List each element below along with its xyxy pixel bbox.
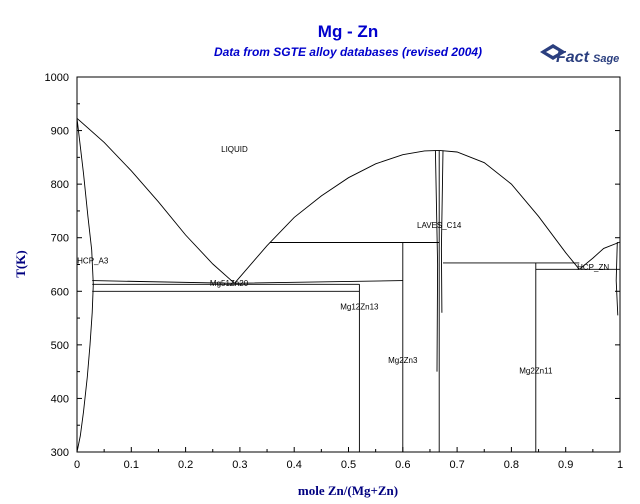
x-tick-label: 0.6 [395, 459, 410, 471]
plot-frame [76, 76, 621, 453]
y-tick-label: 300 [51, 447, 69, 459]
x-tick-label: 0.2 [178, 459, 193, 471]
y-tick-label: 400 [51, 393, 69, 405]
phase-boundaries [76, 117, 621, 453]
phase-label: HCP_A3 [77, 256, 109, 265]
phase-boundary-line [76, 118, 94, 285]
logo-subtext: Sage [593, 53, 619, 65]
phase-boundary-line [76, 117, 235, 284]
x-tick-label: 0.3 [232, 459, 247, 471]
phase-boundary-line [234, 149, 440, 284]
x-tick-label: 1 [617, 459, 623, 471]
phase-boundary-line [439, 149, 580, 270]
y-tick-label: 500 [51, 340, 69, 352]
x-tick-label: 0.5 [341, 459, 356, 471]
phase-boundary-line [440, 150, 444, 313]
phase-boundary-line [76, 284, 94, 453]
x-tick-label: 0.7 [449, 459, 464, 471]
phase-boundary-line [434, 150, 439, 372]
y-tick-label: 900 [51, 126, 69, 138]
phase-label: Mg51Zn20 [210, 279, 249, 288]
logo-mark-highlight [546, 48, 560, 56]
x-tick-label: 0.1 [124, 459, 139, 471]
phase-boundary-line [579, 241, 621, 270]
phase-label: Mg12Zn13 [340, 303, 379, 312]
phase-label: Mg2Zn11 [519, 366, 553, 375]
y-axis-title: T(K) [13, 250, 28, 277]
phase-label: LAVES_C14 [417, 221, 462, 230]
y-tick-label: 800 [51, 179, 69, 191]
y-axis: 300 400 500 600 700 800 900 1000 [45, 72, 620, 459]
chart-subtitle: Data from SGTE alloy databases (revised … [214, 45, 482, 59]
phase-label: LIQUID [221, 145, 248, 154]
chart-title: Mg - Zn [318, 22, 378, 41]
x-tick-label: 0.8 [504, 459, 519, 471]
factsage-logo: Fact Sage [540, 44, 619, 66]
x-axis-title: mole Zn/(Mg+Zn) [298, 483, 398, 498]
y-tick-label: 600 [51, 286, 69, 298]
x-tick-label: 0.4 [287, 459, 302, 471]
phase-boundary-line [615, 241, 619, 316]
phase-labels: LIQUID HCP_A3 Mg51Zn20 Mg12Zn13 LAVES_C14 Mg2… [77, 145, 609, 375]
phase-label: HCP_ZN [577, 263, 609, 272]
logo-text: Fact [556, 49, 590, 66]
phase-boundary-line [92, 280, 403, 284]
x-axis: 0 0.1 0.2 0.3 0.4 0.5 0.6 0.7 0.8 0.9 1 [74, 447, 623, 471]
x-tick-label: 0.9 [558, 459, 573, 471]
x-tick-label: 0 [74, 459, 80, 471]
y-tick-label: 1000 [45, 72, 69, 84]
y-tick-label: 700 [51, 233, 69, 245]
phase-label: Mg2Zn3 [388, 356, 418, 365]
